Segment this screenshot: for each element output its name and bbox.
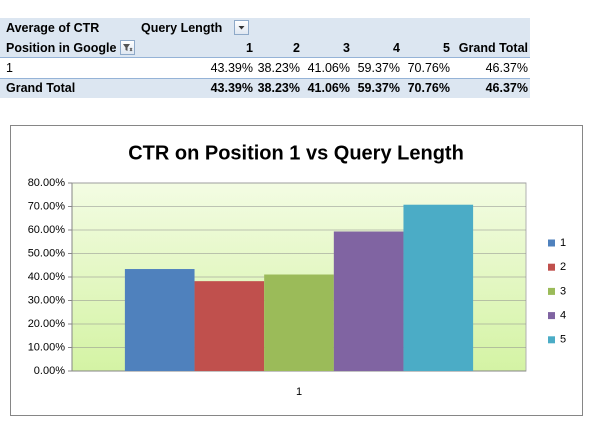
bar xyxy=(124,269,195,371)
x-tick-label: 1 xyxy=(296,386,302,398)
legend-swatch xyxy=(548,336,555,344)
y-tick-label: 40.00% xyxy=(28,271,66,283)
legend-label: 3 xyxy=(560,285,566,297)
legend-label: 5 xyxy=(560,334,566,346)
table-value: 70.76% xyxy=(407,61,450,75)
legend-swatch xyxy=(548,263,555,271)
bar xyxy=(403,204,474,371)
y-tick-label: 50.00% xyxy=(28,247,66,259)
column-header: Grand Total xyxy=(458,41,528,55)
header-band xyxy=(0,18,530,38)
legend-swatch xyxy=(548,287,555,295)
y-tick-label: 60.00% xyxy=(28,224,66,236)
column-header: 3 xyxy=(343,41,350,55)
row-label: Grand Total xyxy=(6,81,76,95)
legend-swatch xyxy=(548,239,555,247)
bar xyxy=(194,281,265,371)
row-field: Position in Google xyxy=(6,41,117,55)
table-value: 46.37% xyxy=(485,61,528,75)
total-rule xyxy=(0,78,530,79)
table-value: 38.23% xyxy=(257,61,300,75)
row-filter-button[interactable] xyxy=(120,40,135,55)
table-value: 59.37% xyxy=(357,81,400,95)
filter-funnel xyxy=(123,44,130,51)
pivot-corner: Average of CTR xyxy=(6,21,100,35)
dropdown-arrow xyxy=(238,26,245,30)
header-rule xyxy=(0,57,530,58)
legend-label: 1 xyxy=(560,237,566,249)
column-header: 4 xyxy=(393,41,400,55)
table-value: 43.39% xyxy=(210,61,253,75)
table-value: 38.23% xyxy=(257,81,300,95)
filter-icon xyxy=(123,44,133,52)
column-header: 2 xyxy=(293,41,300,55)
y-tick-label: 10.00% xyxy=(28,341,66,353)
table-value: 70.76% xyxy=(407,81,450,95)
column-field: Query Length xyxy=(141,21,223,35)
chart-title: CTR on Position 1 vs Query Length xyxy=(128,142,464,164)
row-label: 1 xyxy=(6,61,13,75)
y-tick-label: 80.00% xyxy=(28,177,66,189)
table-value: 41.06% xyxy=(307,61,350,75)
table-value: 43.39% xyxy=(210,81,253,95)
column-filter-button[interactable] xyxy=(234,20,249,35)
y-tick-label: 70.00% xyxy=(28,200,66,212)
dropdown-icon xyxy=(238,26,245,30)
filter-mark xyxy=(129,47,133,52)
legend-label: 4 xyxy=(560,310,566,322)
column-header: 1 xyxy=(246,41,253,55)
table-value: 41.06% xyxy=(307,81,350,95)
y-tick-label: 30.00% xyxy=(28,294,66,306)
legend-swatch xyxy=(548,312,555,320)
total-band xyxy=(0,78,530,98)
bar xyxy=(333,231,404,371)
bar xyxy=(264,274,334,371)
y-tick-label: 20.00% xyxy=(28,318,66,330)
table-value: 46.37% xyxy=(485,81,528,95)
table-value: 59.37% xyxy=(357,61,400,75)
legend-label: 2 xyxy=(560,261,566,273)
y-tick-label: 0.00% xyxy=(34,365,65,377)
column-header: 5 xyxy=(443,41,450,55)
